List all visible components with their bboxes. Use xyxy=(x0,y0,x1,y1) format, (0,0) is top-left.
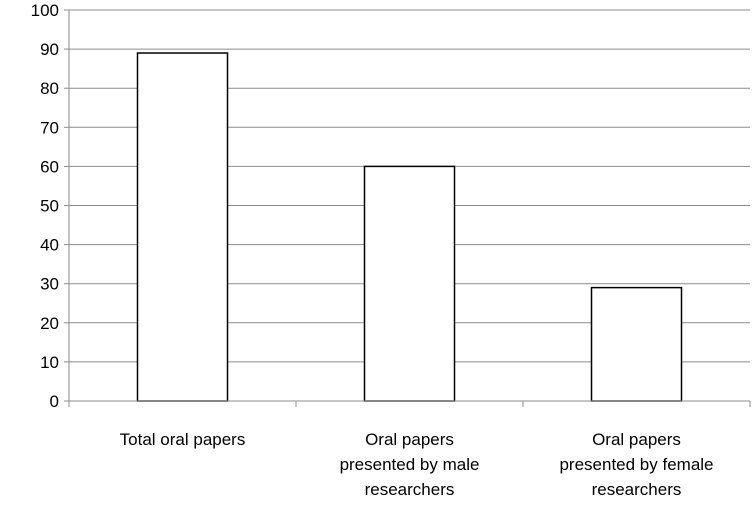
y-tick-label-60: 60 xyxy=(40,157,59,176)
y-tick-label-90: 90 xyxy=(40,40,59,59)
x-category-label-1-line-2: researchers xyxy=(365,480,455,499)
x-category-label-2-line-0: Oral papers xyxy=(592,430,681,449)
bar-1 xyxy=(363,165,456,402)
x-category-label-2-line-1: presented by female xyxy=(559,455,713,474)
y-tick-label-80: 80 xyxy=(40,79,59,98)
x-category-label-1: Oral papers presented by male researchers xyxy=(340,430,480,499)
axes xyxy=(64,9,751,407)
bar-0 xyxy=(136,52,229,402)
y-tick-label-100: 100 xyxy=(31,1,59,20)
y-tick-label-40: 40 xyxy=(40,236,59,255)
y-tick-label-30: 30 xyxy=(40,275,59,294)
x-category-label-1-line-1: presented by male xyxy=(340,455,480,474)
x-category-label-1-line-0: Oral papers xyxy=(365,430,454,449)
y-tick-label-50: 50 xyxy=(40,197,59,216)
y-tick-label-0: 0 xyxy=(50,392,59,411)
x-category-label-2-line-2: researchers xyxy=(592,480,682,499)
x-category-label-2: Oral papers presented by female researcher… xyxy=(559,430,713,499)
x-category-label-0-line-0: Total oral papers xyxy=(120,430,246,449)
y-tick-label-10: 10 xyxy=(40,353,59,372)
bar-2 xyxy=(590,286,683,402)
y-tick-label-70: 70 xyxy=(40,118,59,137)
x-category-labels: Total oral papers Oral papers presented by… xyxy=(120,430,714,499)
y-tick-labels: 0 10 20 30 40 50 60 70 80 90 100 xyxy=(31,1,59,411)
x-category-label-0: Total oral papers xyxy=(120,430,246,449)
bars xyxy=(136,52,683,402)
y-tick-label-20: 20 xyxy=(40,314,59,333)
